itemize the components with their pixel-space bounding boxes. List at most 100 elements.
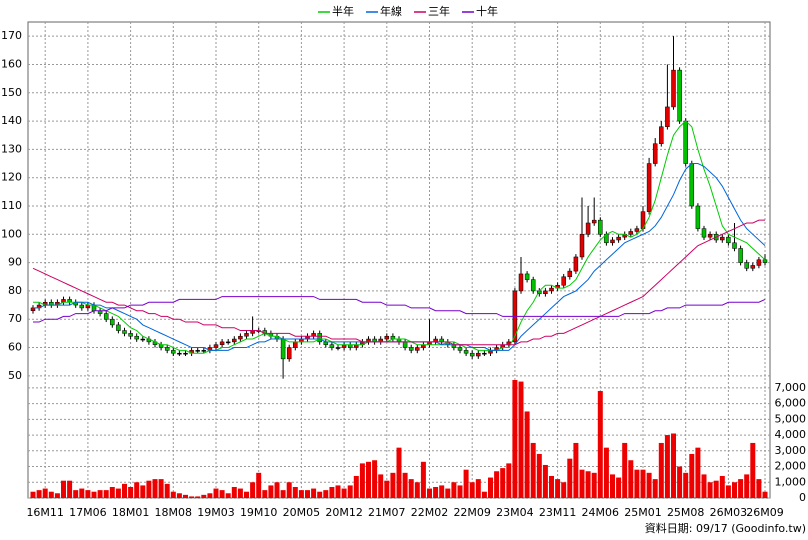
candle-body: [762, 259, 768, 263]
legend-label: 三年: [428, 4, 450, 18]
volume-bar: [536, 453, 542, 498]
volume-bar: [725, 485, 731, 498]
volume-bar: [305, 490, 310, 498]
candle-body: [195, 350, 200, 352]
y-tick-label: 130: [1, 142, 22, 155]
volume-bar: [353, 475, 359, 498]
candle-body: [646, 163, 652, 212]
volume-bar: [128, 486, 134, 498]
volume-bar: [555, 479, 561, 498]
y2-tick-label: 6,000: [775, 397, 807, 410]
candle-body: [317, 333, 322, 343]
volume-bar: [42, 488, 48, 498]
volume-bar: [610, 474, 615, 498]
volume-bar: [262, 490, 268, 498]
volume-bar: [396, 447, 402, 498]
y2-tick-label: 7,000: [775, 381, 807, 394]
volume-bar: [317, 491, 323, 498]
x-tick-label: 18M01: [112, 506, 150, 519]
volume-bar: [463, 469, 469, 498]
candle-body: [561, 276, 566, 286]
volume-bar: [542, 464, 548, 498]
x-tick-label: 25M08: [667, 506, 705, 519]
volume-bar: [719, 475, 725, 498]
x-tick-label: 19M10: [240, 506, 278, 519]
volume-bar: [36, 490, 42, 498]
volume-bar: [256, 472, 262, 498]
candle-body: [530, 279, 536, 292]
candle-body: [543, 290, 548, 295]
candle-body: [79, 304, 85, 309]
x-tick-label: 17M06: [69, 506, 107, 519]
volume-bar: [628, 460, 634, 498]
volume-bar: [420, 461, 426, 498]
y-tick-label: 170: [1, 29, 22, 42]
volume-bar: [274, 482, 280, 498]
y-tick-label: 70: [8, 312, 22, 325]
volume-bar: [738, 479, 744, 498]
volume-bar: [671, 433, 676, 498]
volume-bar: [30, 491, 36, 498]
candle-body: [183, 352, 188, 355]
candle-body: [482, 352, 487, 355]
volume-bar: [707, 482, 713, 498]
volume-bar: [250, 482, 256, 498]
candle-body: [634, 228, 640, 232]
y-tick-label: 140: [1, 114, 22, 127]
candle-body: [402, 341, 408, 348]
candle-body: [140, 338, 146, 341]
candle-body: [585, 222, 591, 235]
candle-body: [726, 236, 731, 244]
volume-bar: [61, 480, 66, 498]
volume-bar: [219, 490, 225, 498]
volume-bar: [677, 466, 683, 498]
candle-body: [677, 69, 682, 122]
volume-bar: [97, 490, 103, 498]
y-tick-label: 60: [8, 341, 22, 354]
candle-body: [238, 335, 243, 340]
volume-bar: [530, 442, 536, 498]
volume-bar: [512, 380, 518, 498]
x-tick-label: 20M12: [325, 506, 363, 519]
volume-bar: [183, 494, 188, 498]
volume-bar: [292, 486, 298, 498]
x-tick-label: 16M11: [26, 506, 64, 519]
candle-body: [610, 239, 615, 244]
volume-bar: [335, 485, 341, 498]
volume-bar: [713, 480, 719, 498]
candle-body: [329, 344, 335, 348]
ma-line: [33, 296, 766, 323]
candle-body: [567, 270, 573, 278]
volume-bar: [109, 486, 115, 498]
candle-body: [244, 333, 249, 337]
volume-bar: [427, 488, 432, 498]
volume-bar: [225, 493, 231, 498]
volume-bar: [48, 491, 54, 498]
x-tick-label: 22M02: [411, 506, 449, 519]
candle-body: [573, 256, 579, 272]
candle-body: [738, 248, 743, 263]
volume-bar: [658, 442, 664, 498]
y-tick-label: 100: [1, 227, 22, 240]
candle-body: [408, 347, 414, 351]
x-tick-label: 26M03: [710, 506, 748, 519]
candle-body: [134, 335, 139, 340]
volume-bar: [378, 474, 384, 498]
x-tick-label: 20M05: [283, 506, 321, 519]
plot-frame: [27, 21, 771, 499]
candle-body: [659, 126, 664, 144]
candle-body: [549, 287, 554, 292]
volume-bar: [85, 490, 91, 498]
volume-bar: [323, 490, 329, 498]
volume-bar: [756, 479, 762, 498]
volume-bar: [134, 482, 140, 498]
candle-body: [628, 231, 634, 235]
volume-bar: [579, 469, 585, 498]
volume-bar: [280, 490, 286, 498]
candle-body: [103, 313, 109, 320]
volume-bar: [390, 472, 396, 498]
candle-body: [683, 120, 688, 164]
volume-bar: [195, 496, 201, 498]
candle-body: [476, 352, 481, 357]
